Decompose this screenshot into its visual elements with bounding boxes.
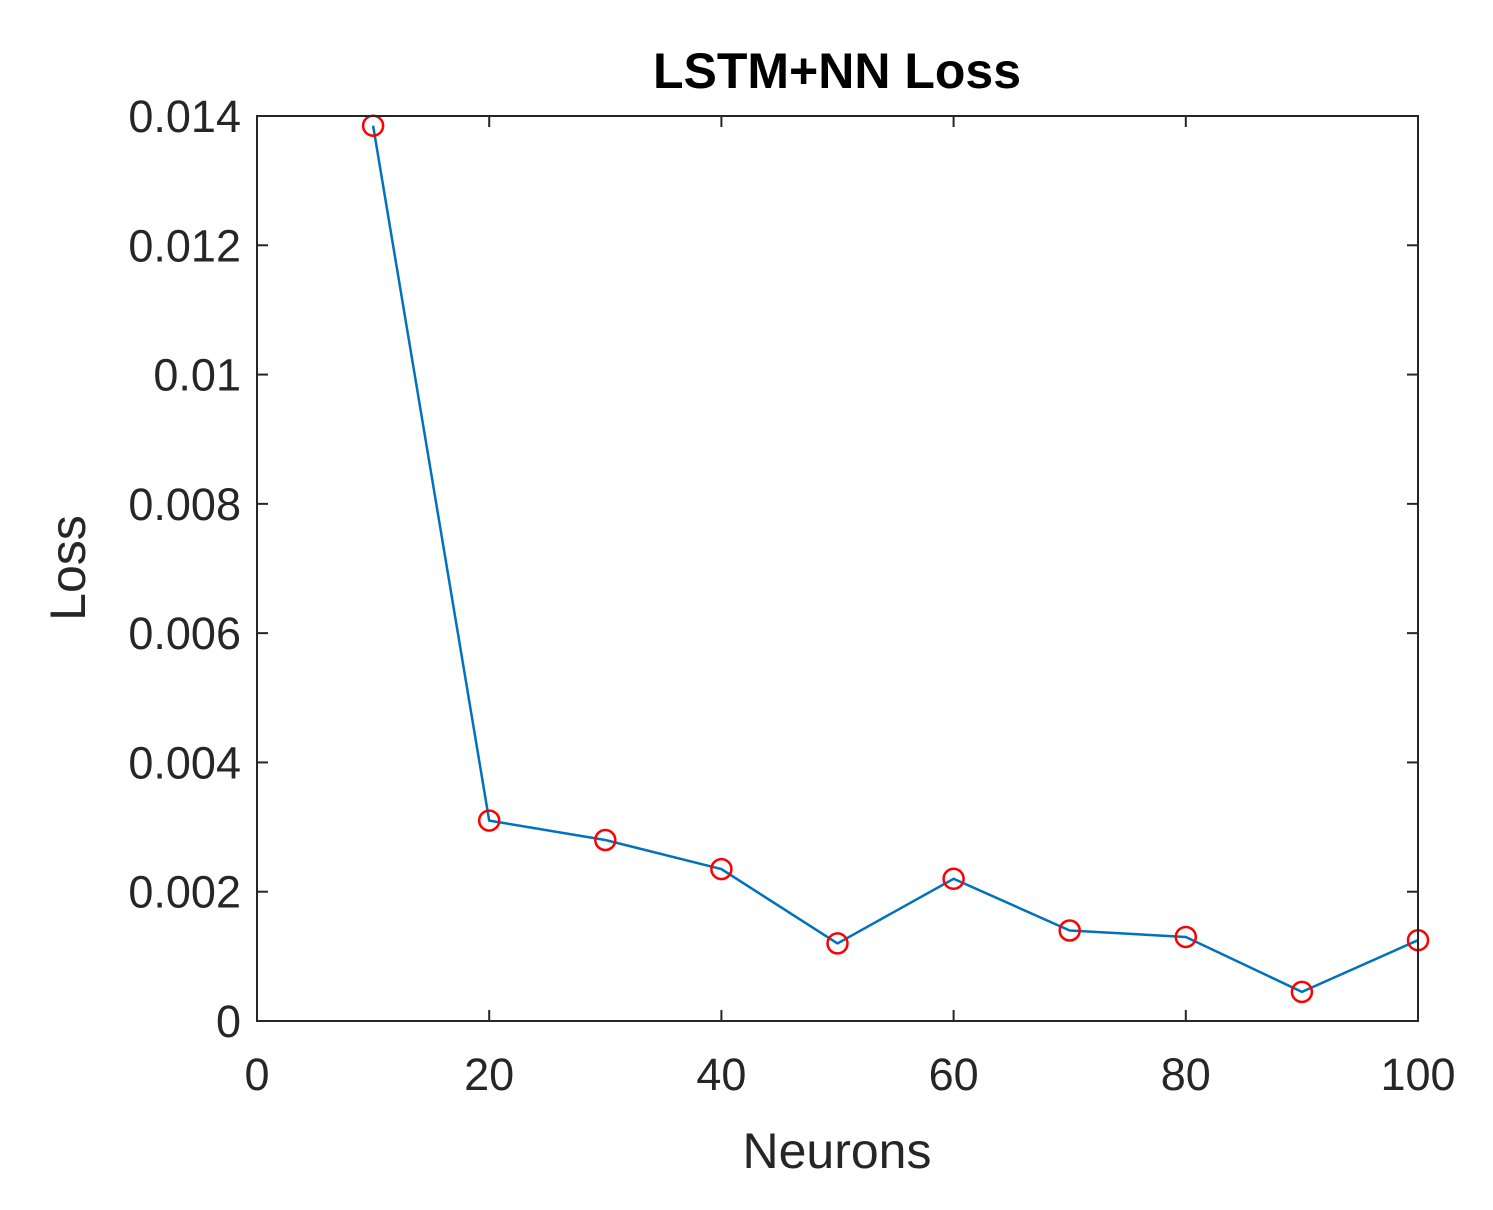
data-point-marker	[942, 867, 965, 891]
y-tick-label: 0.004	[128, 737, 241, 788]
y-tick-label: 0.002	[128, 867, 241, 918]
y-tick-label: 0.006	[128, 608, 241, 659]
plot-area	[257, 116, 1418, 1021]
x-tick-label: 20	[464, 1049, 514, 1100]
y-tick-label: 0.014	[128, 91, 241, 142]
y-axis-label: Loss	[40, 515, 96, 621]
y-tick-label: 0.008	[128, 479, 241, 530]
x-tick-label: 100	[1380, 1049, 1455, 1100]
plot-frame	[256, 115, 1419, 1022]
x-tick-label: 0	[244, 1049, 269, 1100]
data-point-marker	[710, 857, 733, 881]
x-tick-label: 40	[696, 1049, 746, 1100]
chart-title: LSTM+NN Loss	[653, 43, 1021, 99]
y-tick-label: 0.01	[153, 350, 241, 401]
data-point-marker	[1290, 980, 1314, 1004]
x-tick-label: 60	[929, 1049, 979, 1100]
x-axis-label: Neurons	[743, 1123, 932, 1179]
data-point-marker	[1058, 919, 1081, 942]
data-point-marker	[1174, 925, 1198, 949]
tick-labels: 0 20 40 60 80 100 0 0.002 0.004 0.006 0.008 0.01 0.0…	[128, 91, 1455, 1100]
y-tick-label: 0.012	[128, 220, 241, 271]
series-line	[371, 125, 1419, 994]
data-point-marker	[477, 809, 501, 832]
data-point-marker	[594, 828, 617, 852]
data-point-marker	[826, 932, 849, 955]
x-tick-label: 80	[1161, 1049, 1211, 1100]
y-tick-label: 0	[216, 996, 241, 1047]
